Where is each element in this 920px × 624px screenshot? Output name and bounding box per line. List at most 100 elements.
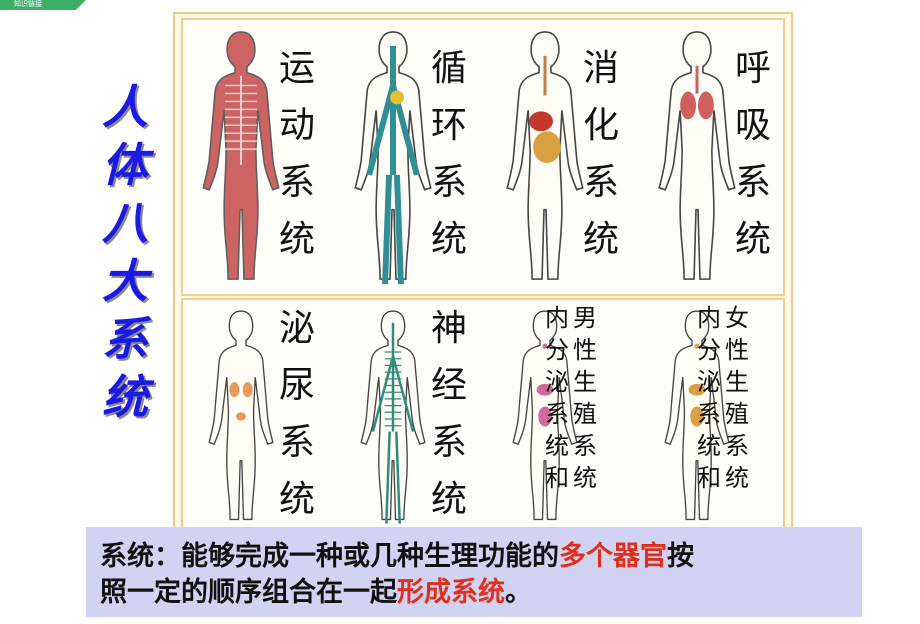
digestive-figure: [506, 31, 584, 280]
label-char: 尿: [279, 365, 316, 406]
corner-tag-label: 知识链接: [14, 0, 42, 8]
vessel-lines: [371, 322, 415, 524]
title-char: 八: [102, 196, 148, 250]
label-char: 男: [573, 304, 597, 332]
label-char: 统: [279, 219, 316, 260]
caption-highlight: 多个器官: [559, 541, 667, 572]
circulatory-figure: [354, 31, 432, 285]
figure-wrap: [347, 306, 439, 536]
thyroid-shape: [694, 343, 700, 349]
caption-line-1: 系统：能够完成一种或几种生理功能的多个器官按: [100, 539, 848, 575]
label-char: 性: [725, 336, 749, 364]
figure-wrap: [499, 26, 591, 298]
caption-highlight: 形成系统: [397, 577, 505, 608]
vertical-title: 人 体 八 大 系 统: [90, 78, 160, 426]
system-cell: 泌尿系统: [183, 300, 335, 534]
lung-right: [697, 91, 714, 120]
label-char: 统: [573, 464, 597, 492]
system-label: 循环系统: [431, 40, 467, 268]
system-cell: 内分泌系统和女性生殖系统: [639, 300, 791, 534]
label-char: 化: [583, 105, 620, 146]
label-char: 系: [735, 162, 772, 203]
figure-wrap: [195, 306, 287, 536]
figure-wrap: [499, 306, 591, 536]
systems-row-bottom: 泌尿系统神经系统内分泌系统和男性生殖系统内分泌系统和女性生殖系统: [181, 298, 785, 534]
body-outline: [658, 31, 736, 280]
label-char: 殖: [573, 400, 597, 428]
figure-wrap: [347, 26, 439, 298]
kidney-right: [242, 382, 253, 398]
label-char: 女: [725, 304, 749, 332]
label-char: 泌: [279, 308, 316, 349]
organ-shape: [538, 406, 552, 427]
heart-shape: [390, 90, 404, 105]
title-char: 大: [102, 254, 148, 308]
label-char: 经: [431, 365, 468, 406]
system-label: 消化系统: [583, 40, 619, 268]
system-label: 运动系统: [279, 40, 315, 268]
label-char: 泌: [545, 368, 569, 396]
label-char: 系: [697, 400, 721, 428]
label-char: 运: [279, 48, 316, 89]
intestine-shape: [533, 131, 561, 163]
system-cell: 内分泌系统和男性生殖系统: [487, 300, 639, 534]
label-char: 系: [573, 432, 597, 460]
figure-wrap: [651, 306, 743, 536]
label-char: 分: [697, 336, 721, 364]
label-char: 生: [573, 368, 597, 396]
label-char: 系: [279, 422, 316, 463]
definition-caption: 系统：能够完成一种或几种生理功能的多个器官按 照一定的顺序组合在一起形成系统。: [86, 527, 862, 617]
system-cell: 呼吸系统: [639, 20, 791, 294]
caption-text: 按: [667, 541, 694, 572]
caption-text: 系统：能够完成一种或几种生理功能的: [100, 541, 559, 572]
urinary-figure: [208, 310, 274, 521]
thyroid-shape: [542, 343, 548, 349]
label-char: 统: [697, 432, 721, 460]
figure-wrap: [651, 26, 743, 298]
title-char: 统: [102, 370, 148, 424]
label-char: 消: [583, 48, 620, 89]
system-label: 泌尿系统: [279, 300, 315, 528]
system-cell: 循环系统: [335, 20, 487, 294]
label-char: 统: [431, 479, 468, 520]
label-char: 循: [431, 48, 468, 89]
caption-text: 照一定的顺序组合在一起: [100, 577, 397, 608]
respiratory-figure: [658, 31, 736, 280]
label-char: 系: [545, 400, 569, 428]
label-char: 系: [431, 422, 468, 463]
gland-shape: [536, 383, 554, 396]
label-char: 吸: [735, 105, 772, 146]
caption-text: 。: [505, 577, 532, 608]
label-char: 神: [431, 308, 468, 349]
label-char: 统: [279, 479, 316, 520]
system-label-column: 男性生殖系统: [573, 302, 597, 494]
system-cell: 神经系统: [335, 300, 487, 534]
label-char: 性: [573, 336, 597, 364]
label-char: 统: [735, 219, 772, 260]
liver-shape: [529, 111, 553, 132]
label-char: 和: [697, 464, 721, 492]
title-char: 体: [102, 138, 148, 192]
label-char: 统: [545, 432, 569, 460]
body-systems-chart: 运动系统循环系统消化系统呼吸系统 泌尿系统神经系统内分泌系统和男性生殖系统内分泌…: [173, 12, 793, 534]
system-label-pair: 内分泌系统和男性生殖系统: [545, 302, 597, 494]
kidney-left: [229, 382, 240, 398]
label-char: 动: [279, 105, 316, 146]
label-char: 生: [725, 368, 749, 396]
corner-tag: 知识链接: [0, 0, 86, 10]
system-label-column: 内分泌系统和: [697, 302, 721, 494]
label-char: 和: [545, 464, 569, 492]
caption-line-2: 照一定的顺序组合在一起形成系统。: [100, 575, 848, 611]
label-char: 呼: [735, 48, 772, 89]
skeletal-muscle-figure: [202, 31, 280, 280]
system-label-column: 内分泌系统和: [545, 302, 569, 494]
male-reproductive-figure: [512, 310, 578, 521]
label-char: 统: [583, 219, 620, 260]
label-char: 内: [697, 304, 721, 332]
label-char: 统: [431, 219, 468, 260]
lung-left: [680, 91, 697, 120]
system-label: 呼吸系统: [735, 40, 771, 268]
system-label-pair: 内分泌系统和女性生殖系统: [697, 302, 749, 494]
title-char: 系: [102, 312, 148, 366]
gland-shape: [688, 383, 706, 396]
